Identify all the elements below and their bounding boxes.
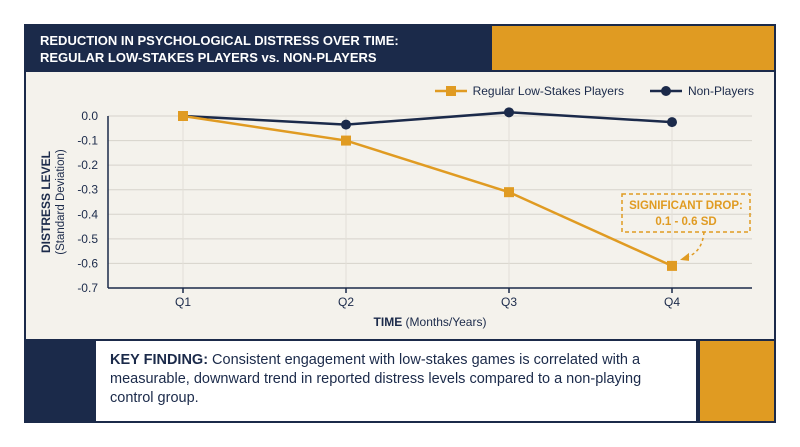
legend-label-players: Regular Low-Stakes Players [472,84,624,98]
annotation-arrowhead [680,252,689,261]
legend-marker-nonplayers [649,86,682,96]
series-line-nonplayers [182,111,673,126]
annotation-box [621,193,751,233]
data-point-players [667,260,677,271]
annotation-line2: 0.1 - 0.6 SD [655,216,716,228]
key-finding-box: KEY FINDING: Consistent engagement with … [94,339,698,423]
data-point-players [504,187,514,198]
series-line-players [182,114,673,268]
footer-accent-right [698,339,776,423]
x-tick-label: Q3 [501,295,517,309]
plot-area [108,116,752,288]
legend-item-nonplayers: Non-Players [649,84,754,98]
x-axis-title: TIME (Months/Years) [374,315,487,329]
y-tick-label: -0.2 [77,158,98,172]
y-axis-title: DISTRESS LEVEL [39,151,53,253]
chart-legend: Regular Low-Stakes Players Non-Players [434,84,754,98]
x-tick-label: Q2 [338,295,354,309]
x-tick-label: Q4 [664,295,680,309]
data-point-nonplayers [667,117,677,128]
chart-title: REDUCTION IN PSYCHOLOGICAL DISTRESS OVER… [24,24,490,72]
y-tick-label: -0.7 [77,281,98,295]
chart-title-line2: REGULAR LOW-STAKES PLAYERS vs. NON-PLAYE… [40,50,377,65]
data-point-players [341,135,351,146]
key-finding-text: Consistent engagement with low-stakes ga… [110,352,642,406]
y-tick-label: -0.1 [77,134,98,148]
footer-accent-left [24,339,94,423]
y-tick-label: -0.5 [77,232,98,246]
annotation-line1: SIGNIFICANT DROP: [629,200,743,212]
data-point-nonplayers [504,107,514,118]
data-point-players [178,111,188,121]
y-tick-label: -0.3 [77,183,98,197]
legend-item-players: Regular Low-Stakes Players [434,84,624,98]
x-axis-title-sub: (Months/Years) [402,315,486,329]
header-banner: REDUCTION IN PSYCHOLOGICAL DISTRESS OVER… [24,24,776,72]
x-tick-label: Q1 [175,295,191,309]
y-tick-label: -0.4 [77,207,98,221]
legend-label-nonplayers: Non-Players [687,84,754,98]
y-axis-subtitle: (Standard Deviation) [55,149,67,255]
header-accent-block [490,24,776,72]
y-tick-label: 0.0 [81,109,98,123]
x-axis-title-main: TIME [374,315,403,329]
footer-banner: KEY FINDING: Consistent engagement with … [24,339,776,423]
y-tick-label: -0.6 [77,256,98,270]
chart-title-line1: REDUCTION IN PSYCHOLOGICAL DISTRESS OVER… [40,33,399,48]
data-point-nonplayers [341,119,351,130]
key-finding-label: KEY FINDING: [110,352,209,368]
legend-marker-players [434,86,467,96]
